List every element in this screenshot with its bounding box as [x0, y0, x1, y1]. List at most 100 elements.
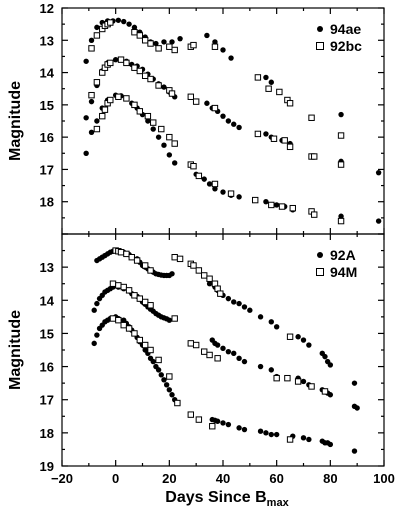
data-point — [337, 161, 345, 168]
x-tick-label: −20 — [51, 471, 73, 486]
legend-marker — [316, 42, 324, 50]
data-point — [227, 190, 235, 197]
data-point — [201, 176, 207, 182]
data-point — [195, 267, 203, 274]
data-point — [147, 40, 154, 47]
data-point — [225, 118, 232, 124]
data-point — [93, 32, 101, 39]
data-point — [286, 143, 294, 151]
series-92A — [91, 247, 360, 454]
data-point — [136, 295, 144, 302]
data-point — [211, 43, 219, 50]
data-point — [252, 196, 259, 204]
y-tick-label: 19 — [40, 459, 54, 474]
data-point — [94, 24, 100, 31]
y-tick-label: 13 — [40, 33, 54, 48]
data-point — [236, 355, 242, 361]
data-point — [166, 317, 173, 323]
data-point — [147, 75, 154, 83]
data-point — [161, 84, 167, 90]
data-point — [131, 64, 138, 71]
data-point — [136, 32, 144, 39]
data-point — [231, 121, 237, 127]
data-point — [171, 254, 178, 261]
data-point — [300, 378, 307, 385]
data-point — [295, 334, 301, 340]
data-point — [311, 211, 318, 218]
y-tick-label: 16 — [40, 130, 54, 145]
data-point — [190, 262, 197, 269]
data-point — [131, 29, 138, 36]
data-point — [91, 307, 97, 313]
data-point — [131, 24, 138, 31]
data-point — [225, 421, 232, 428]
data-point — [169, 271, 175, 277]
data-point — [225, 348, 232, 355]
data-point — [375, 218, 382, 224]
data-point — [268, 319, 274, 325]
data-point — [220, 345, 226, 352]
data-point — [268, 79, 274, 85]
legend-marker — [317, 252, 323, 258]
data-point — [278, 203, 286, 210]
data-point — [257, 363, 264, 370]
y-tick-label: 12 — [40, 1, 54, 16]
data-point — [163, 382, 170, 388]
x-tick-label: 100 — [373, 471, 395, 486]
data-point — [187, 411, 195, 418]
data-point — [88, 129, 95, 135]
data-point — [236, 194, 242, 200]
data-point — [126, 21, 132, 27]
data-point — [177, 35, 183, 42]
data-point — [174, 399, 181, 407]
data-point — [351, 380, 358, 386]
data-point — [220, 113, 226, 119]
data-point — [112, 56, 119, 63]
data-point — [83, 115, 89, 121]
data-point — [155, 134, 162, 140]
data-point — [268, 367, 274, 373]
data-point — [276, 88, 283, 96]
data-point — [123, 59, 130, 67]
data-point — [99, 112, 106, 120]
data-point — [109, 315, 117, 322]
data-point — [327, 362, 334, 368]
y-tick-label: 18 — [40, 426, 54, 441]
data-point — [192, 341, 200, 349]
y-tick-label: 17 — [40, 393, 54, 408]
data-point — [109, 280, 117, 287]
data-point — [187, 340, 195, 347]
data-point — [273, 374, 280, 382]
data-point — [155, 45, 162, 52]
data-point — [195, 416, 203, 423]
series-92bc — [88, 19, 345, 225]
data-point — [247, 307, 253, 313]
data-point — [115, 316, 122, 324]
data-point — [206, 181, 213, 187]
data-point — [145, 118, 151, 124]
y-tick-label: 15 — [40, 98, 54, 113]
data-point — [94, 332, 100, 338]
data-point — [306, 436, 312, 443]
y-tick-label: 15 — [40, 326, 54, 341]
data-point — [125, 325, 133, 332]
data-point — [268, 431, 274, 438]
data-point — [273, 431, 280, 438]
y-tick-label: 14 — [40, 66, 55, 81]
data-point — [169, 392, 175, 398]
data-point — [123, 250, 130, 258]
data-point — [212, 186, 218, 192]
data-point — [131, 292, 138, 299]
y-axis-title: Magnitude — [7, 310, 24, 390]
series-94M — [109, 247, 329, 443]
data-point — [327, 392, 334, 398]
data-point — [120, 283, 127, 291]
data-point — [209, 423, 216, 430]
data-point — [286, 100, 294, 107]
x-axis-title: Days Since Bmax — [165, 489, 289, 506]
data-point — [211, 180, 219, 188]
data-point — [220, 47, 226, 53]
data-point — [150, 358, 156, 365]
data-point — [311, 153, 318, 160]
